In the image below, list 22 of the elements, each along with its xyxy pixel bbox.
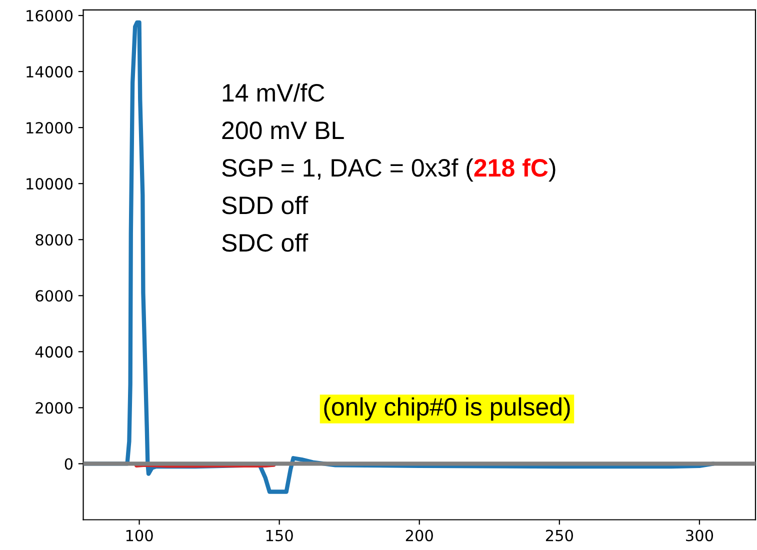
x-tick-label: 100 — [126, 530, 153, 542]
annotation: SDC off — [222, 233, 308, 252]
y-tick-label: 16000 — [26, 10, 73, 22]
y-tick-label: 12000 — [26, 122, 73, 134]
annotation: ) — [548, 158, 556, 182]
annotation: SGP = 1, DAC = 0x3f ( — [222, 158, 474, 182]
x-tick-label: 250 — [546, 530, 573, 542]
y-tick-label: 4000 — [35, 346, 73, 358]
y-tick-label: 8000 — [36, 234, 73, 246]
annotation: 218 fC — [474, 158, 548, 177]
x-tick-label: 300 — [686, 530, 714, 542]
annotation: 200 mV BL — [222, 122, 344, 140]
y-tick-label: 6000 — [36, 290, 73, 302]
annotation: (only chip#0 is pulsed) — [324, 397, 570, 421]
y-tick-label: 14000 — [26, 66, 73, 78]
y-tick-label: 0 — [64, 458, 73, 470]
x-tick-label: 150 — [266, 530, 293, 542]
annotation: SDD off — [222, 196, 308, 214]
annotation: 14 mV/fC — [222, 83, 324, 102]
x-tick-label: 200 — [406, 530, 433, 542]
y-tick-label: 2000 — [36, 402, 73, 414]
y-tick-label: 10000 — [26, 178, 73, 190]
